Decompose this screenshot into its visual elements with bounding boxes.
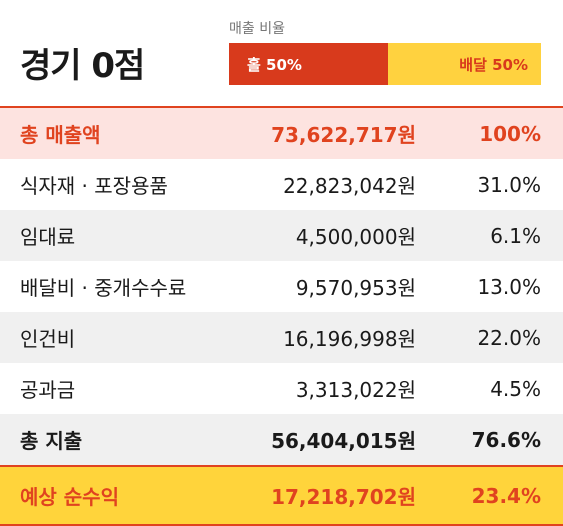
percent: 6.1%	[490, 223, 541, 248]
row-name: 배달비 · 중개수수료	[20, 276, 187, 300]
amount: 4,500,000원	[295, 225, 416, 249]
amount: 56,404,015원	[271, 429, 416, 453]
percent: 4.5%	[490, 376, 541, 401]
hall-segment: 홀 50%	[229, 43, 388, 85]
header: 경기 0점 매출 비율 홀 50% 배달 50%	[0, 0, 563, 108]
percent: 13.0%	[477, 274, 541, 299]
row-name: 임대료	[20, 225, 76, 249]
row: 인건비 16,196,998원 22.0%	[0, 312, 563, 363]
row-name: 식자재 · 포장용품	[20, 174, 168, 198]
ratio-bar: 홀 50% 배달 50%	[229, 43, 541, 85]
title: 경기 0점	[20, 46, 145, 86]
ratio-label: 매출 비율	[229, 21, 285, 37]
amount: 16,196,998원	[283, 327, 416, 351]
row-name: 인건비	[20, 327, 76, 351]
percent: 76.6%	[471, 427, 541, 452]
row: 임대료 4,500,000원 6.1%	[0, 210, 563, 261]
row-name: 총 매출액	[20, 123, 101, 147]
percent: 22.0%	[477, 325, 541, 350]
percent: 23.4%	[471, 483, 541, 508]
row-name: 총 지출	[20, 429, 83, 453]
percent: 31.0%	[477, 172, 541, 197]
row-name: 공과금	[20, 378, 76, 402]
segment-label: 배달 50%	[459, 55, 528, 74]
amount: 9,570,953원	[295, 276, 416, 300]
segment-label: 홀 50%	[247, 55, 302, 74]
row: 예상 순수익 17,218,702원 23.4%	[0, 465, 563, 526]
table: 총 매출액 73,622,717원 100% 식자재 · 포장용품 22,823,04…	[0, 108, 563, 526]
row: 배달비 · 중개수수료 9,570,953원 13.0%	[0, 261, 563, 312]
row: 총 지출 56,404,015원 76.6%	[0, 414, 563, 465]
percent: 100%	[479, 121, 541, 146]
amount: 3,313,022원	[295, 378, 416, 402]
amount: 17,218,702원	[271, 485, 416, 509]
row: 총 매출액 73,622,717원 100%	[0, 108, 563, 159]
row: 식자재 · 포장용품 22,823,042원 31.0%	[0, 159, 563, 210]
row: 공과금 3,313,022원 4.5%	[0, 363, 563, 414]
amount: 22,823,042원	[283, 174, 416, 198]
row-name: 예상 순수익	[20, 485, 119, 509]
delivery-segment: 배달 50%	[387, 43, 541, 85]
amount: 73,622,717원	[271, 123, 416, 147]
